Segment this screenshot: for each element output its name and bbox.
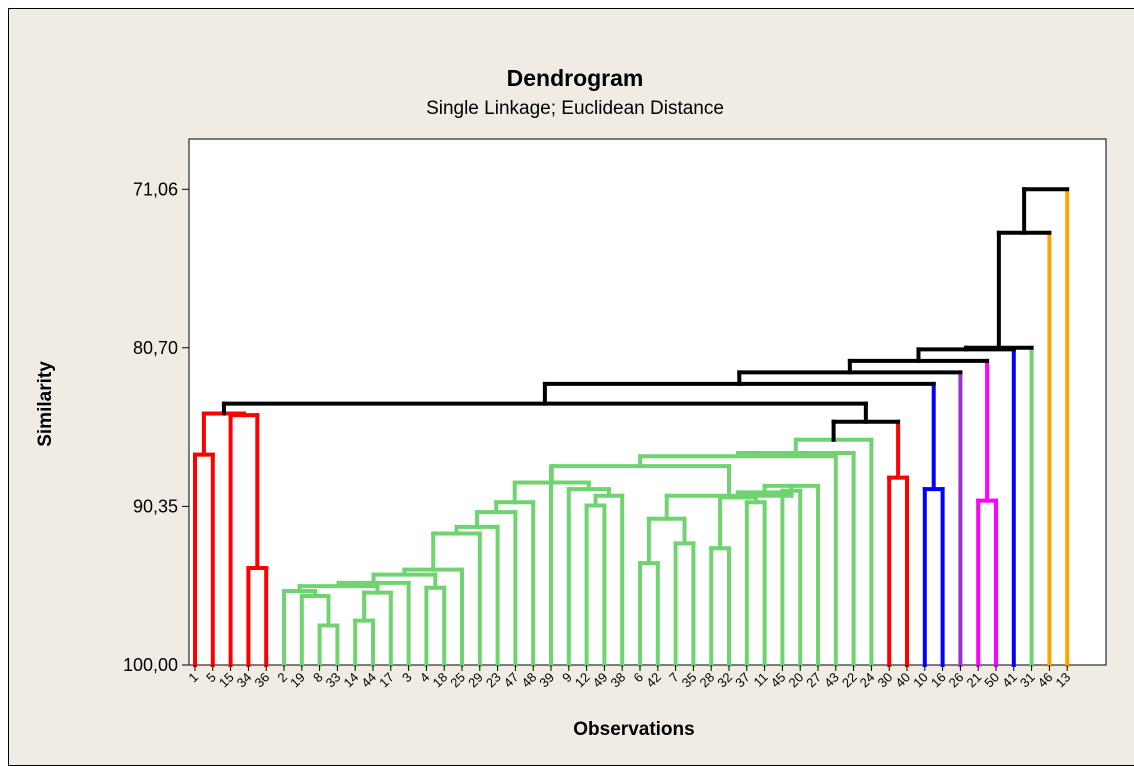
y-axis-label: Similarity xyxy=(35,361,56,447)
observation-label: 9 xyxy=(559,670,575,686)
observation-label: 36 xyxy=(251,670,272,691)
chart-frame: Dendrogram Single Linkage; Euclidean Dis… xyxy=(8,8,1134,766)
axis-ticks: 71,06 80,70 90,35 100,00 xyxy=(123,179,189,675)
y-tick-label: 100,00 xyxy=(123,655,178,675)
observation-label: 7 xyxy=(666,670,682,686)
dendrogram-links xyxy=(193,187,1070,667)
x-axis-label: Observations xyxy=(573,719,694,740)
observation-label: 8 xyxy=(310,670,326,686)
observation-label: 39 xyxy=(536,670,557,691)
y-tick-label: 80,70 xyxy=(133,338,178,358)
observation-label: 1 xyxy=(185,670,201,686)
observation-label: 2 xyxy=(274,670,290,686)
chart-subtitle: Single Linkage; Euclidean Distance xyxy=(426,98,724,119)
observation-label: 19 xyxy=(287,670,308,691)
observation-label: 13 xyxy=(1052,670,1073,691)
y-tick-label: 71,06 xyxy=(133,179,178,199)
observation-label: 5 xyxy=(203,670,219,686)
chart-title: Dendrogram xyxy=(507,65,644,91)
observation-label: 38 xyxy=(607,670,628,691)
observation-label: 37 xyxy=(732,670,753,691)
observation-label: 6 xyxy=(630,670,646,686)
observation-label: 3 xyxy=(399,670,415,686)
dendrogram-chart: Dendrogram Single Linkage; Euclidean Dis… xyxy=(35,65,1107,740)
observation-label: 4 xyxy=(417,670,433,686)
observation-label: 17 xyxy=(376,670,397,691)
y-tick-label: 90,35 xyxy=(133,496,178,516)
observation-label: 42 xyxy=(643,670,664,691)
